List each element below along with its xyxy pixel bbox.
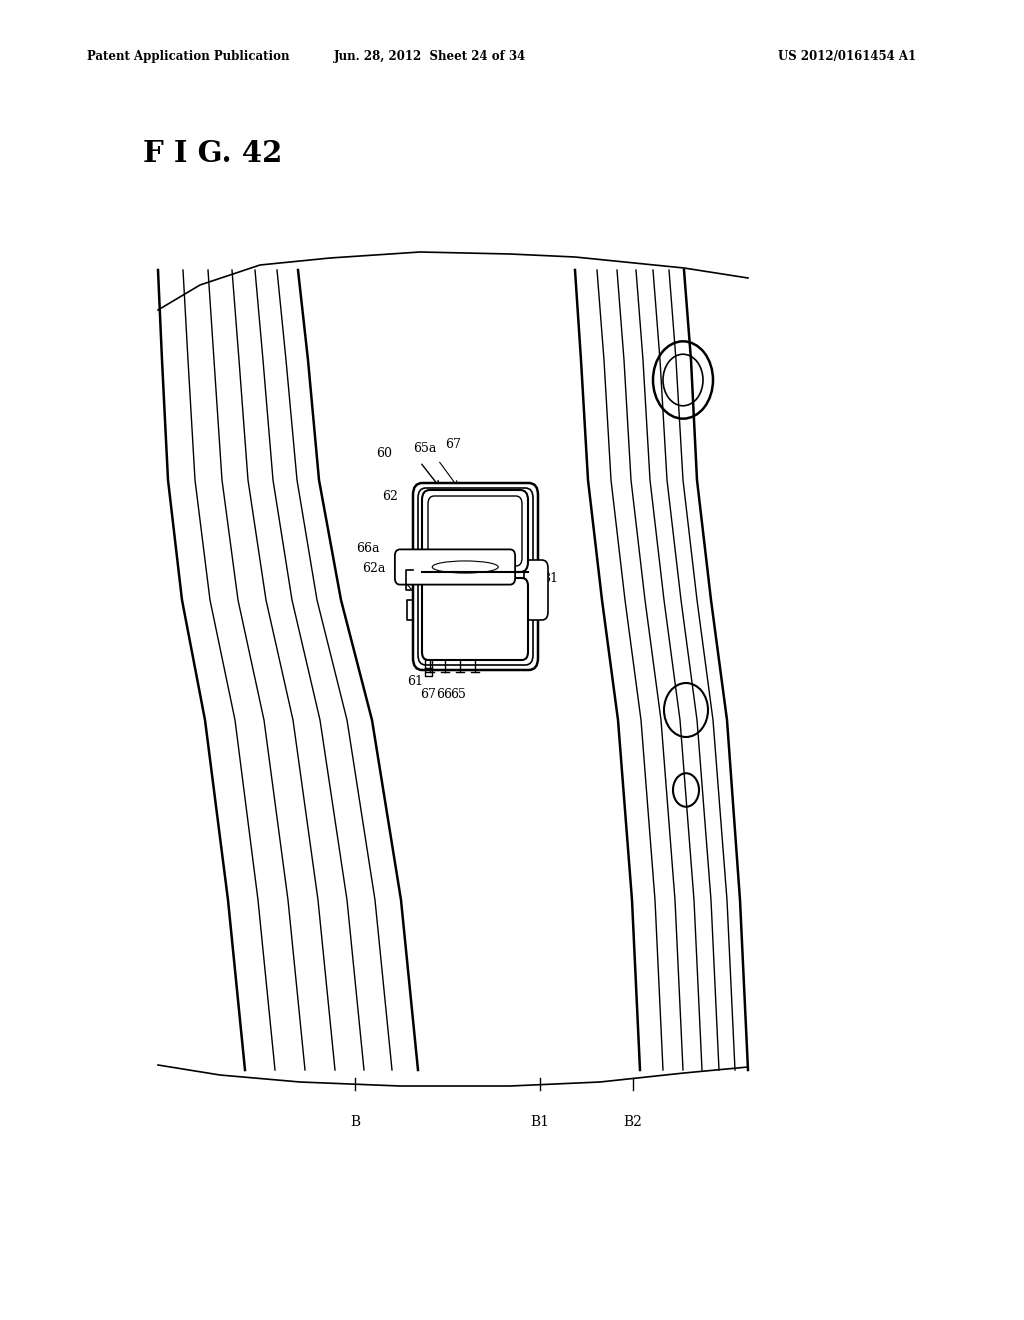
Text: 67: 67 [445, 438, 461, 451]
Text: 61: 61 [407, 675, 423, 688]
Text: 65: 65 [451, 688, 466, 701]
Text: 62: 62 [382, 491, 398, 503]
FancyBboxPatch shape [418, 488, 534, 665]
Text: B2: B2 [624, 1115, 642, 1129]
FancyBboxPatch shape [413, 483, 538, 671]
FancyBboxPatch shape [422, 490, 528, 572]
Text: Jun. 28, 2012  Sheet 24 of 34: Jun. 28, 2012 Sheet 24 of 34 [334, 50, 526, 63]
Text: 63: 63 [467, 609, 483, 622]
Text: 67: 67 [420, 688, 436, 701]
FancyBboxPatch shape [524, 560, 548, 620]
Text: 60: 60 [376, 446, 392, 459]
FancyBboxPatch shape [422, 578, 528, 660]
Text: 81: 81 [542, 572, 558, 585]
FancyBboxPatch shape [395, 549, 515, 585]
Text: F I G. 42: F I G. 42 [143, 139, 283, 168]
Text: B: B [350, 1115, 360, 1129]
Text: 65a: 65a [413, 441, 436, 454]
Text: Patent Application Publication: Patent Application Publication [87, 50, 290, 63]
Text: US 2012/0161454 A1: US 2012/0161454 A1 [778, 50, 916, 63]
Text: 62a: 62a [362, 562, 385, 576]
Text: 66a: 66a [356, 543, 380, 556]
Text: 66: 66 [436, 688, 452, 701]
Text: B1: B1 [530, 1115, 550, 1129]
Text: 65b: 65b [463, 520, 487, 532]
